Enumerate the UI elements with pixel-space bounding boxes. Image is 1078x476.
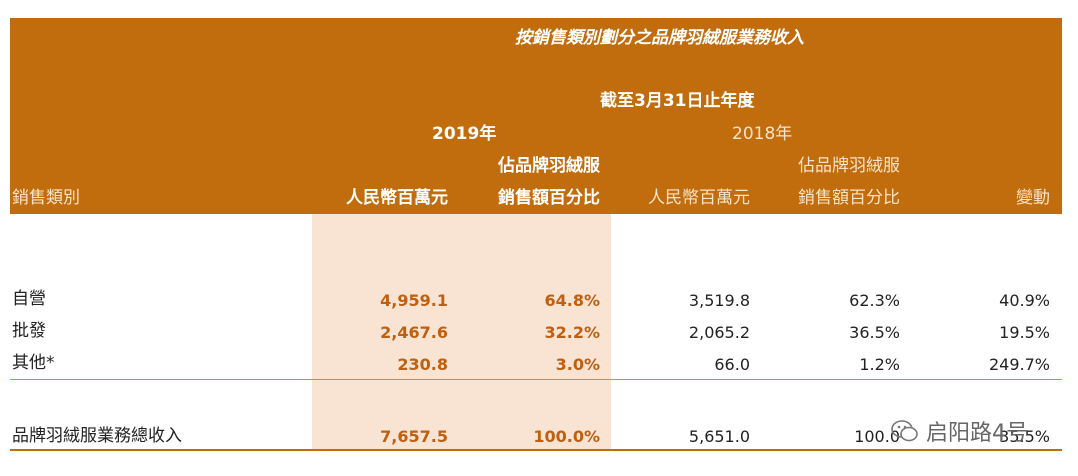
col-rmb-2018-header: 人民幣百萬元 [648,188,750,208]
cell-change: 40.9% [999,291,1050,310]
cell-pct-2018: 36.5% [849,323,900,342]
cell-rmb-2019: 4,959.1 [380,291,448,310]
highlight-2019-column [312,214,611,450]
row-label: 自營 [12,289,46,309]
subtotal-divider [10,379,1062,380]
col-pct-2019-header-line2: 銷售額百分比 [498,188,600,208]
wechat-icon [891,420,918,442]
total-pct-2019: 100.0% [533,427,600,446]
cell-pct-2019: 64.8% [544,291,600,310]
year-2018-label: 2018年 [732,124,793,144]
cell-rmb-2018: 2,065.2 [688,323,750,342]
cell-change: 19.5% [999,323,1050,342]
cell-rmb-2019: 230.8 [397,355,448,374]
cell-rmb-2019: 2,467.6 [380,323,448,342]
watermark-text: 启阳路4号 [926,421,1028,446]
total-change: 35.5% [999,427,1050,446]
year-2019-label: 2019年 [432,124,497,144]
col-rmb-2019-header: 人民幣百萬元 [346,188,448,208]
table-title: 按銷售類別劃分之品牌羽絨服業務收入 [515,28,804,48]
total-rmb-2019: 7,657.5 [380,427,448,446]
total-pct-2018: 100.0 [854,427,900,446]
cell-rmb-2018: 66.0 [714,355,750,374]
col-change-header: 變動 [1016,188,1050,208]
cell-change: 249.7% [988,355,1050,374]
cell-rmb-2018: 3,519.8 [688,291,750,310]
col-pct-2018-header-line1: 佔品牌羽絨服 [798,156,900,176]
row-label: 其他* [12,353,55,373]
col-pct-2018-header-line2: 銷售額百分比 [798,188,900,208]
period-label: 截至3月31日止年度 [600,91,755,111]
total-rmb-2018: 5,651.0 [688,427,750,446]
cell-pct-2018: 62.3% [849,291,900,310]
row-label: 批發 [12,321,46,341]
total-underline [10,449,1062,451]
cell-pct-2019: 3.0% [555,355,600,374]
table-header [10,18,1062,214]
cell-pct-2018: 1.2% [859,355,900,374]
col-pct-2019-header-line1: 佔品牌羽絨服 [498,156,600,176]
cell-pct-2019: 32.2% [544,323,600,342]
total-label: 品牌羽絨服業務總收入 [12,426,182,446]
col-category-header: 銷售類別 [12,188,80,208]
watermark: 启阳路4号 [890,412,1070,450]
